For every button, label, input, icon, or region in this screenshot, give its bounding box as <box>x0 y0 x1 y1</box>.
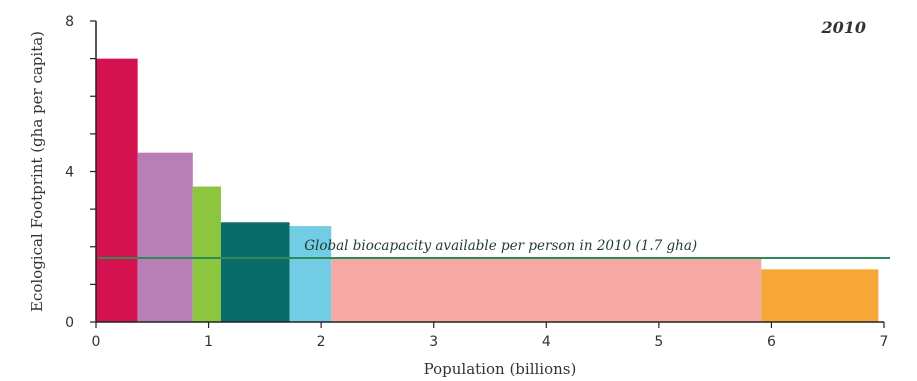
x-tick-label: 0 <box>92 334 101 350</box>
y-tick-label: 0 <box>65 315 74 331</box>
y-minor-ticks <box>90 20 96 323</box>
y-axis-title: Ecological Footprint (gha per capita) <box>28 31 46 312</box>
y-tick-label: 8 <box>65 14 74 30</box>
x-axis-title: Population (billions) <box>424 360 577 378</box>
y-tick-labels: 0 4 8 <box>65 14 74 331</box>
bar-2 <box>137 152 193 322</box>
bars <box>96 58 879 322</box>
x-tick-label: 5 <box>654 334 663 350</box>
x-tick-label: 7 <box>880 334 889 350</box>
x-tick-label: 2 <box>317 334 326 350</box>
x-tick-label: 6 <box>767 334 776 350</box>
x-tick-label: 3 <box>429 334 438 350</box>
bar-5 <box>289 226 332 322</box>
bar-6 <box>331 258 762 322</box>
biocapacity-reference-label: Global biocapacity available per person … <box>304 238 697 254</box>
x-tick-label: 4 <box>542 334 551 350</box>
bar-3 <box>192 186 221 322</box>
bar-1 <box>96 58 138 322</box>
x-tick-label: 1 <box>204 334 213 350</box>
x-tick-labels: 0 1 2 3 4 5 6 7 <box>92 322 889 350</box>
year-label: 2010 <box>820 18 866 37</box>
y-tick-label: 4 <box>65 165 74 181</box>
bar-4 <box>220 222 290 322</box>
bar-7 <box>761 269 879 322</box>
